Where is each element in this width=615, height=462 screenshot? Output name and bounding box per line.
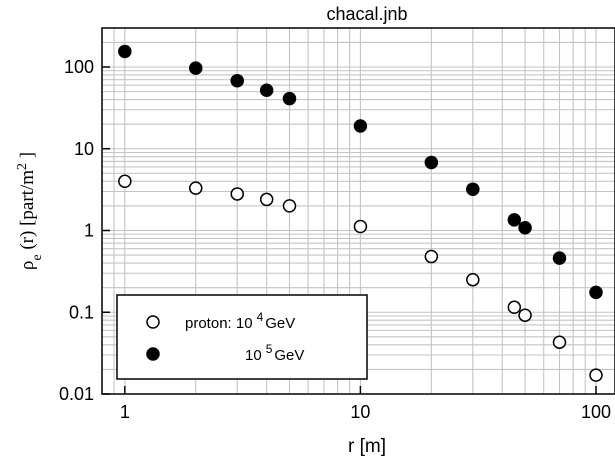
legend-high-sup: 5 <box>266 342 273 356</box>
legend-proton-prefix: proton: 10 <box>185 315 253 332</box>
point-filled-5 <box>353 119 368 133</box>
point-open-6 <box>424 249 439 264</box>
y-label-rho: ρ <box>17 261 38 270</box>
point-open-1 <box>188 181 203 195</box>
x-axis-label: r [m] <box>348 436 386 457</box>
legend-box <box>116 294 368 380</box>
axis-ticks: 1 10 100 100 10 1 0.1 0.01 <box>59 57 611 422</box>
x-tick-label: 100 <box>581 402 611 422</box>
legend-proton-sup: 4 <box>257 310 264 324</box>
y-label-args: (r) [part/m <box>17 170 38 255</box>
point-open-10 <box>552 335 567 349</box>
plot-frame <box>101 27 615 395</box>
point-filled-0 <box>118 44 132 59</box>
point-open-2 <box>230 187 244 201</box>
y-axis-label: ρe (r) [part/m2 ] <box>15 152 45 270</box>
legend: proton: 10 4 GeV 10 5 GeV <box>116 294 368 380</box>
y-tick-label: 0.01 <box>59 384 94 404</box>
point-filled-9 <box>518 221 532 235</box>
x-tick-label: 10 <box>350 402 370 422</box>
y-tick-label: 1 <box>84 221 94 241</box>
chart-title: chacal.jnb <box>326 4 407 24</box>
point-filled-4 <box>282 91 297 106</box>
legend-high-unit: GeV <box>274 347 304 364</box>
y-label-sup: 2 <box>15 163 30 170</box>
point-filled-3 <box>259 83 274 97</box>
y-tick-label: 10 <box>74 139 94 159</box>
point-filled-8 <box>507 213 522 227</box>
point-open-11 <box>589 368 603 382</box>
y-label-sub: e <box>30 254 45 260</box>
point-filled-6 <box>424 155 439 170</box>
y-label-close: ] <box>17 152 38 163</box>
point-filled-11 <box>589 285 603 300</box>
point-open-3 <box>259 192 274 207</box>
y-tick-label: 100 <box>64 57 94 77</box>
point-open-8 <box>507 300 522 315</box>
legend-proton-unit: GeV <box>265 315 295 332</box>
point-open-7 <box>466 272 480 287</box>
point-open-5 <box>353 219 368 234</box>
point-filled-10 <box>552 251 567 265</box>
point-filled-7 <box>466 182 480 196</box>
legend-marker-open <box>146 315 160 329</box>
x-tick-label: 1 <box>120 402 130 422</box>
point-filled-2 <box>230 73 244 88</box>
legend-high-prefix: 10 <box>245 347 262 364</box>
legend-entry-proton: proton: 10 4 GeV <box>185 310 295 332</box>
data-points <box>118 44 603 382</box>
point-open-0 <box>118 174 132 189</box>
legend-marker-filled <box>146 347 160 361</box>
legend-entry-high: 10 5 GeV <box>245 342 304 364</box>
point-open-4 <box>282 199 297 213</box>
point-open-9 <box>518 308 532 322</box>
y-tick-label: 0.1 <box>69 302 94 322</box>
point-filled-1 <box>188 61 203 75</box>
